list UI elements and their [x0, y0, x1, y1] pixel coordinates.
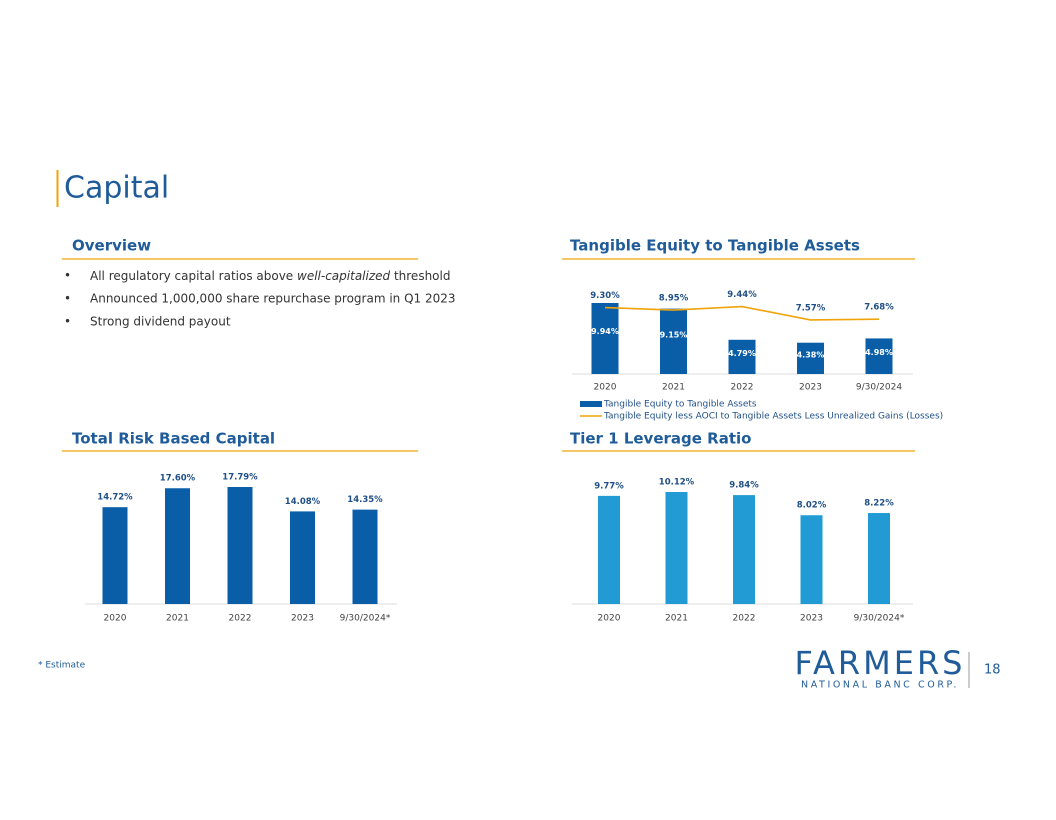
footnote: * Estimate [38, 661, 86, 671]
x-tick-label: 2020 [594, 383, 617, 393]
x-tick-label: 2020 [598, 614, 621, 624]
bar [227, 487, 253, 604]
page-number: 18 [984, 663, 1001, 678]
value-label: 4.98% [865, 348, 893, 357]
x-tick-label: 2022 [731, 383, 754, 393]
bullet-dot: • [64, 269, 71, 283]
value-label: 8.22% [864, 499, 894, 509]
bullet-dot: • [64, 315, 71, 329]
x-tick-label: 2021 [665, 614, 688, 624]
bullet: Announced 1,000,000 share repurchase pro… [90, 292, 456, 306]
bullet-dot: • [64, 292, 71, 306]
bar [868, 513, 890, 604]
value-label: 14.35% [347, 495, 383, 505]
x-tick-label: 9/30/2024* [854, 614, 905, 624]
bar [665, 492, 688, 604]
value-label: 9.94% [591, 327, 619, 336]
x-tick-label: 2023 [291, 614, 314, 624]
bar [591, 303, 619, 374]
bar [102, 507, 128, 604]
x-tick-label: 2021 [166, 614, 189, 624]
x-tick-label: 2021 [662, 383, 685, 393]
bar [797, 342, 824, 374]
value-label: 4.38% [797, 351, 825, 360]
line [604, 305, 880, 321]
logo-subtitle: NATIONAL BANC CORP. [801, 680, 959, 691]
bar [598, 495, 620, 604]
chart-title: Tier 1 Leverage Ratio [570, 430, 751, 448]
x-tick-label: 2022 [733, 614, 756, 624]
bullet-text: threshold [390, 269, 450, 283]
bar [290, 511, 315, 604]
x-tick-label: 2022 [229, 614, 252, 624]
x-tick-label: 2023 [800, 614, 823, 624]
value-label: 8.02% [797, 501, 827, 511]
slide-title: Capital [64, 171, 169, 206]
value-label: 9.30% [590, 291, 620, 301]
bullet-text: well-capitalized [297, 269, 391, 283]
x-tick-label: 9/30/2024 [856, 383, 902, 393]
value-label: 7.57% [796, 303, 826, 313]
bar [800, 515, 823, 604]
x-tick-label: 2020 [104, 614, 127, 624]
overview-heading: Overview [72, 237, 151, 255]
value-label: 7.68% [864, 303, 894, 313]
bullet: Strong dividend payout [90, 315, 231, 329]
value-label: 14.08% [285, 497, 321, 507]
bullet-text: All regulatory capital ratios above [90, 269, 297, 283]
value-label: 17.60% [160, 474, 196, 484]
value-label: 10.12% [659, 478, 695, 488]
bar [660, 308, 687, 374]
bar [865, 338, 893, 374]
legend-label: Tangible Equity to Tangible Assets [603, 400, 757, 410]
value-label: 4.79% [728, 349, 756, 358]
bar [165, 488, 190, 604]
value-label: 17.79% [222, 473, 258, 483]
chart-title: Total Risk Based Capital [72, 430, 275, 448]
value-label: 9.15% [660, 330, 688, 339]
bullet: All regulatory capital ratios above well… [90, 269, 450, 283]
value-label: 9.44% [727, 290, 757, 300]
x-tick-label: 9/30/2024* [340, 614, 391, 624]
bar [728, 339, 756, 374]
x-tick-label: 2023 [799, 383, 822, 393]
bar [733, 495, 755, 604]
bar [352, 509, 378, 604]
legend-label: Tangible Equity less AOCI to Tangible As… [603, 412, 943, 422]
value-label: 14.72% [97, 493, 133, 503]
legend-swatch [580, 401, 602, 407]
value-label: 9.84% [729, 481, 759, 491]
chart-title: Tangible Equity to Tangible Assets [570, 237, 860, 255]
logo-name: FARMERS [795, 644, 966, 682]
value-label: 8.95% [659, 294, 689, 304]
value-label: 9.77% [594, 481, 624, 491]
